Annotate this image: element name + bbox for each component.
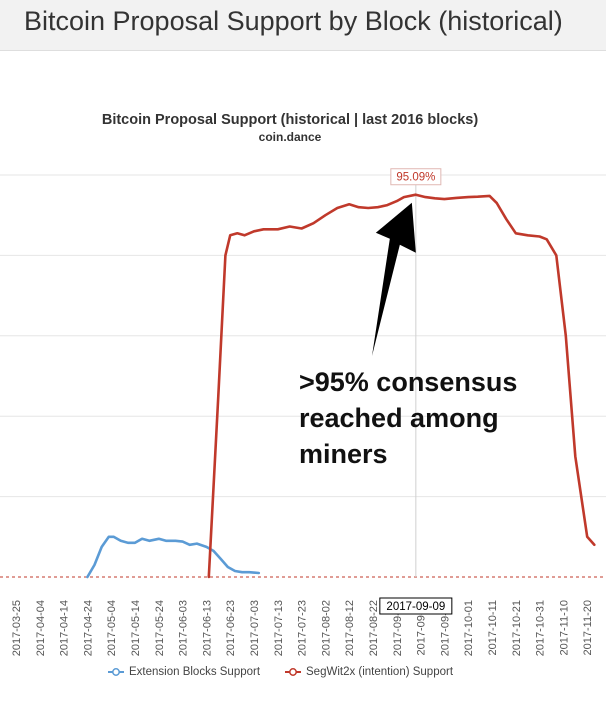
- annotation-line: miners: [299, 439, 388, 469]
- legend-label: Extension Blocks Support: [129, 666, 261, 678]
- tooltip: 95.09%: [390, 168, 442, 186]
- x-tick-label: 2017-07-13: [273, 600, 285, 656]
- x-tick-label: 2017-06-23: [225, 600, 237, 656]
- page-header: Bitcoin Proposal Support by Block (histo…: [0, 0, 606, 51]
- crosshair-label: 2017-09-09: [379, 597, 453, 615]
- annotation-text: >95% consensus reached among miners: [299, 364, 517, 472]
- legend-item-extension-blocks[interactable]: Extension Blocks Support: [108, 666, 260, 678]
- x-tick-label: 2017-07-23: [297, 600, 309, 656]
- x-tick-label: 2017-10-11: [487, 600, 499, 655]
- chart-subtitle: coin.dance: [259, 130, 322, 144]
- x-tick-label: 2017-05-04: [106, 600, 118, 656]
- x-tick-label: 2017-04-14: [59, 600, 71, 656]
- annotation-arrow: [372, 202, 416, 356]
- annotation-line: >95% consensus: [299, 367, 518, 397]
- x-tick-label: 2017-10-31: [535, 600, 547, 656]
- series-line-segwit2x[interactable]: [207, 193, 596, 579]
- x-tick-label: 2017-08-22: [368, 600, 380, 656]
- x-tick-label: 2017-06-13: [201, 600, 213, 656]
- crosshair-label-text: 2017-09-09: [386, 601, 445, 613]
- legend-marker-icon: [285, 668, 301, 676]
- x-tick-label: 2017-03-25: [11, 600, 23, 656]
- legend-label: SegWit2x (intention) Support: [306, 666, 454, 678]
- x-tick-label: 2017-04-24: [82, 600, 94, 656]
- legend-item-segwit2x[interactable]: SegWit2x (intention) Support: [285, 666, 453, 678]
- x-axis-ticks: 2017-03-25 2017-04-04 2017-04-14 2017-04-24…: [11, 600, 594, 656]
- x-tick-label: 2017-10-21: [511, 600, 523, 656]
- page-title: Bitcoin Proposal Support by Block (histo…: [24, 6, 563, 36]
- annotation-line: reached among: [299, 403, 499, 433]
- x-tick-label: 2017-08-02: [320, 600, 332, 656]
- x-tick-label: 2017-04-04: [35, 600, 47, 656]
- tooltip-value: 95.09%: [396, 172, 435, 184]
- tooltip-box: [390, 168, 442, 186]
- legend: Extension Blocks Support SegWit2x (inten…: [0, 666, 606, 684]
- x-tick-label: 2017-10-01: [463, 600, 475, 656]
- x-tick-label: 2017-05-14: [130, 600, 142, 656]
- crosshair-label-box: [379, 597, 453, 615]
- x-tick-label: 2017-11-20: [582, 600, 594, 655]
- x-tick-label: 2017-05-24: [154, 600, 166, 656]
- chart-grid: [0, 174, 606, 578]
- x-tick-label: 2017-08-12: [344, 600, 356, 656]
- arrow-icon: [372, 202, 416, 356]
- chart-title: Bitcoin Proposal Support (historical | l…: [102, 112, 478, 128]
- series-layer: [86, 193, 596, 579]
- x-tick-label: 2017-07-03: [249, 600, 261, 656]
- series-line-extension-blocks[interactable]: [86, 535, 261, 579]
- x-tick-label: 2017-06-03: [178, 600, 190, 656]
- x-tick-label: 2017-11-10: [558, 600, 570, 655]
- legend-marker-icon: [108, 668, 124, 676]
